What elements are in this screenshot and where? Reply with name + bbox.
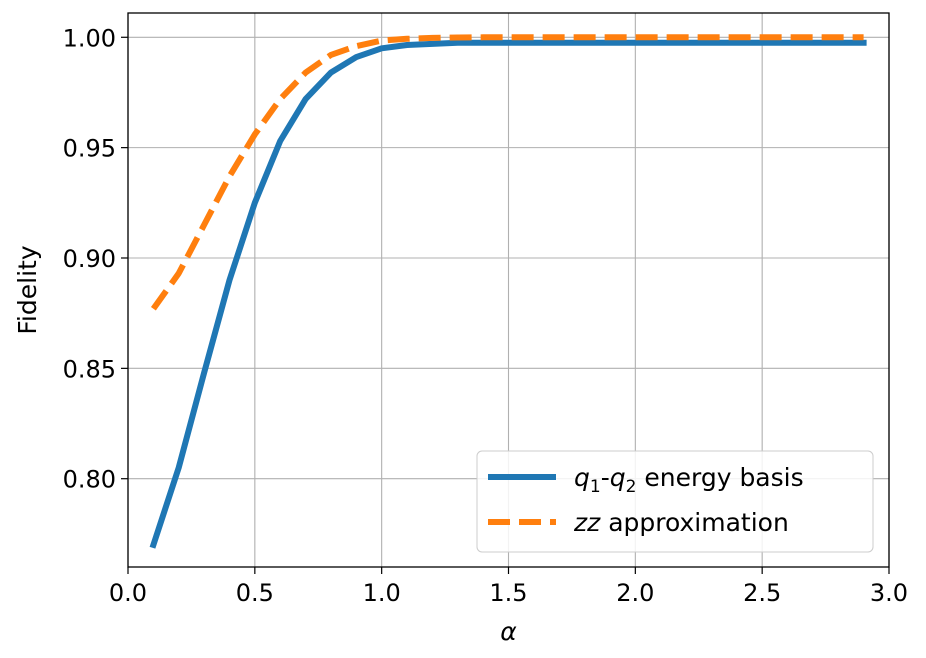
grid-layer bbox=[127, 13, 890, 567]
legend-label-zz-approximation: zz approximation bbox=[573, 508, 789, 537]
legend: q1-q2 energy basis zz approximation bbox=[476, 450, 874, 553]
legend-label-energy-basis-text: energy basis bbox=[636, 463, 803, 492]
y-tick-label: 0.80 bbox=[63, 466, 116, 494]
tick-layer: 0.0 0.5 1.0 1.5 2.0 2.5 3.0 0.80 0.85 0.90 0.95 1.0… bbox=[63, 24, 909, 607]
legend-label-q2: q bbox=[610, 463, 626, 492]
series-layer bbox=[149, 34, 867, 549]
y-tick-label: 0.90 bbox=[63, 245, 116, 273]
x-tick-label: 3.0 bbox=[870, 579, 908, 607]
legend-label-zz: zz bbox=[573, 508, 601, 537]
legend-label-q1-sub: 1 bbox=[590, 477, 601, 497]
legend-label-dash: - bbox=[601, 463, 610, 492]
series-line-zz-approximation bbox=[150, 34, 864, 311]
x-axis-label: α bbox=[500, 617, 517, 646]
x-tick-label: 1.5 bbox=[489, 579, 527, 607]
x-tick-label: 2.5 bbox=[743, 579, 781, 607]
legend-label-approximation-text: approximation bbox=[600, 508, 789, 537]
legend-label-energy-basis: q1-q2 energy basis bbox=[574, 463, 804, 497]
y-axis-label: Fidelity bbox=[13, 245, 42, 334]
y-tick-label: 1.00 bbox=[63, 24, 116, 52]
legend-label-q2-sub: 2 bbox=[626, 477, 637, 497]
series-line-energy-basis bbox=[149, 39, 867, 549]
legend-box bbox=[476, 450, 874, 553]
x-tick-label: 0.5 bbox=[236, 579, 274, 607]
y-tick-label: 0.95 bbox=[63, 135, 116, 163]
legend-label-q1: q bbox=[574, 463, 590, 492]
x-tick-label: 2.0 bbox=[616, 579, 654, 607]
x-tick-label: 1.0 bbox=[363, 579, 401, 607]
y-tick-label: 0.85 bbox=[63, 355, 116, 383]
x-tick-label: 0.0 bbox=[109, 579, 147, 607]
